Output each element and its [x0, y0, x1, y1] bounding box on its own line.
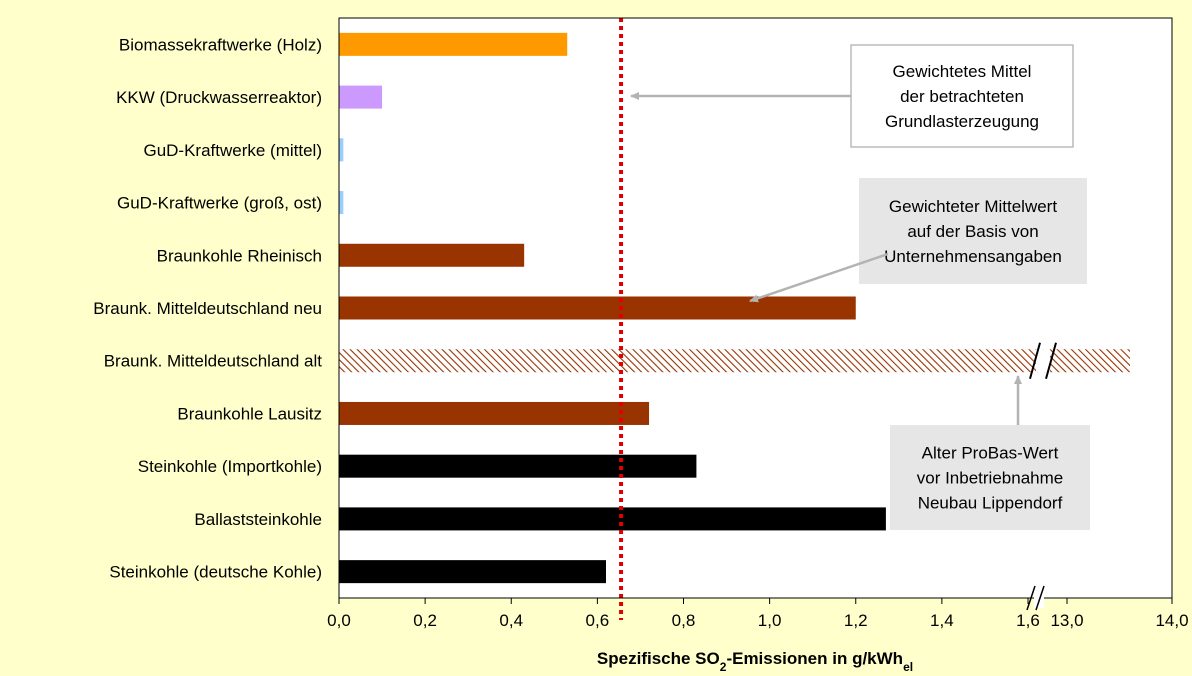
bar-break-mark — [1045, 342, 1057, 379]
bar — [339, 349, 1130, 373]
bar-break-gap — [1036, 349, 1050, 373]
bar — [339, 32, 568, 56]
axis-break-gap — [1034, 588, 1044, 608]
bar — [339, 454, 697, 478]
x-tick-label: 1,2 — [844, 611, 868, 630]
x-tick-label: 0,4 — [499, 611, 523, 630]
category-label: Braunkohle Rheinisch — [157, 246, 322, 265]
category-label: Biomassekraftwerke (Holz) — [119, 35, 322, 54]
annotation-box — [859, 178, 1087, 284]
bar — [339, 138, 344, 162]
annotation-arrow — [749, 252, 889, 303]
annotation-box — [890, 425, 1090, 530]
annotation-text: Gewichtetes Mittel — [893, 62, 1032, 81]
annotation-box — [850, 44, 1074, 148]
bar — [339, 296, 856, 320]
annotation-text: auf der Basis von — [907, 222, 1038, 241]
bar-break-mark — [1029, 342, 1041, 379]
x-tick-label: 14,0 — [1155, 611, 1188, 630]
x-tick-label: 0,6 — [586, 611, 610, 630]
bar — [339, 507, 886, 531]
x-tick-label: 0,2 — [413, 611, 437, 630]
x-tick-label: 0,8 — [672, 611, 696, 630]
axis-break-mark — [1026, 585, 1036, 611]
category-label: Ballaststeinkohle — [194, 510, 322, 529]
bar — [339, 85, 383, 109]
annotation-text: Gewichteter Mittelwert — [889, 197, 1057, 216]
category-label: GuD-Kraftwerke (groß, ost) — [117, 194, 322, 213]
x-tick-label: 1,0 — [758, 611, 782, 630]
bar — [339, 401, 650, 425]
bar — [339, 243, 525, 267]
bar — [339, 191, 344, 215]
category-label: Braunkohle Lausitz — [177, 404, 322, 423]
axis-break-mark — [1035, 585, 1045, 611]
plot-frame — [338, 17, 1173, 599]
category-label: Braunk. Mitteldeutschland neu — [93, 299, 322, 318]
x-tick-label: 1,6 — [1016, 611, 1040, 630]
annotation-text: der betrachteten — [900, 87, 1024, 106]
x-tick-label: 13,0 — [1050, 611, 1083, 630]
annotation-text: Unternehmensangaben — [884, 247, 1062, 266]
bar — [339, 560, 606, 584]
category-label: Steinkohle (deutsche Kohle) — [109, 563, 322, 582]
annotation-text: Neubau Lippendorf — [918, 494, 1063, 513]
category-label: GuD-Kraftwerke (mittel) — [143, 141, 322, 160]
category-label: KKW (Druckwasserreaktor) — [116, 88, 322, 107]
category-label: Steinkohle (Importkohle) — [138, 457, 322, 476]
x-axis-title: Spezifische SO2-Emissionen in g/kWhel — [597, 649, 913, 671]
annotation-text: vor Inbetriebnahme — [917, 469, 1063, 488]
x-tick-label: 0,0 — [327, 611, 351, 630]
x-tick-label: 1,4 — [930, 611, 954, 630]
category-label: Braunk. Mitteldeutschland alt — [104, 352, 323, 371]
annotation-text: Alter ProBas-Wert — [922, 444, 1059, 463]
annotation-text: Grundlasterzeugung — [885, 112, 1039, 131]
